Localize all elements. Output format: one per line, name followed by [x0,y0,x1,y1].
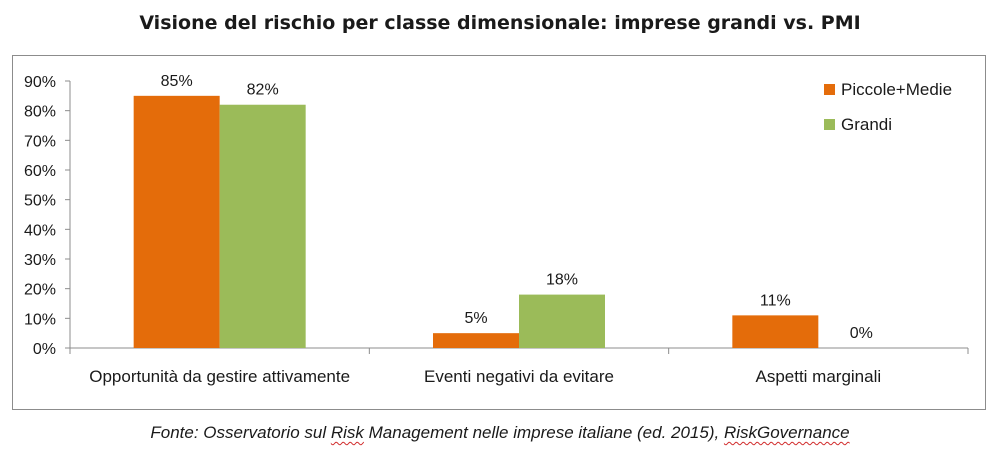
data-label: 18% [546,272,578,289]
y-tick-label: 20% [24,282,56,299]
source-term-riskgovernance: RiskGovernance [723,423,850,442]
legend-swatch [824,84,835,95]
data-label: 5% [464,310,487,327]
legend: Piccole+Medie Grandi [824,80,952,134]
source-prefix: Fonte: Osservatorio sul [150,423,331,442]
bar [219,104,306,348]
y-tick-label: 40% [24,222,56,239]
legend-label: Grandi [841,115,892,134]
data-label: 0% [850,325,873,342]
y-tick-label: 60% [24,163,56,180]
y-tick-label: 70% [24,133,56,150]
data-label: 82% [247,82,279,99]
plot-frame [12,55,986,410]
bar [433,333,519,348]
y-tick-label: 50% [24,193,56,210]
y-tick-label: 10% [24,311,56,328]
y-tick-label: 30% [24,252,56,269]
legend-label: Piccole+Medie [841,80,952,99]
x-tick-label: Opportunità da gestire attivamente [89,367,350,386]
data-label: 85% [161,73,193,90]
bar [519,294,605,348]
source-middle: Management nelle imprese italiane (ed. 2… [363,423,724,442]
bar [732,315,819,348]
source-term-risk: Risk [330,423,364,442]
legend-swatch [824,119,835,130]
x-tick-label: Eventi negativi da evitare [424,367,614,386]
y-tick-label: 80% [24,104,56,121]
y-tick-label: 90% [24,74,56,91]
chart-title: Visione del rischio per classe dimension… [139,12,861,34]
source-note: Fonte: Osservatorio sul Risk Management … [0,423,1000,443]
x-tick-label: Aspetti marginali [755,367,881,386]
data-label: 11% [760,292,791,309]
bars: 85% 82% 5% 18% 11% 0% [133,73,873,348]
bar [133,95,220,348]
y-tick-label: 0% [33,341,56,358]
